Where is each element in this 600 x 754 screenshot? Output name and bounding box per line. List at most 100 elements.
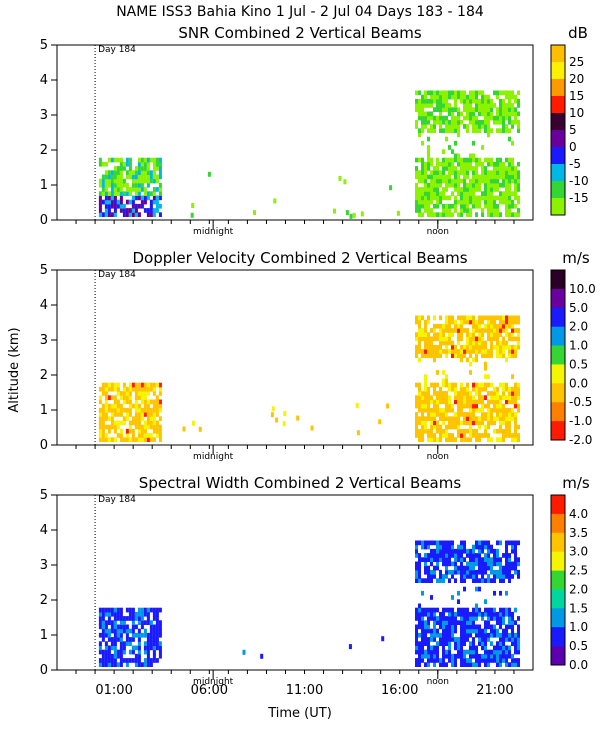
data-cell [137,161,141,167]
data-cell [107,178,111,184]
data-cell [475,607,478,613]
data-cell [134,212,138,217]
data-cell [496,344,499,350]
data-cell [508,199,511,205]
data-cell [152,424,156,430]
data-cell [451,315,454,321]
data-cell [466,328,469,333]
data-cell [125,386,129,392]
figure-header: NAME ISS3 Bahia Kino 1 Jul - 2 Jul 04 Da… [116,4,484,20]
data-cell [430,336,433,342]
data-cell [430,574,433,579]
data-cell [475,403,478,409]
data-cell [439,340,442,346]
data-cell [469,111,472,117]
x-tick-label: 06:00 [191,683,228,698]
data-cell [493,590,496,596]
data-cell [104,203,108,209]
data-cell [131,433,135,438]
data-cell [478,607,481,613]
data-cell [460,544,463,550]
data-cell [496,407,499,413]
colorbar-swatch [551,164,565,182]
data-cell [445,119,448,125]
data-cell [505,203,508,209]
data-cell [493,632,496,638]
data-cell [469,166,472,171]
day-marker-label: Day 184 [98,45,136,55]
data-cell [107,653,111,659]
data-cell [98,161,102,167]
data-cell [442,416,445,421]
data-cell [158,386,162,392]
data-cell [430,561,433,567]
data-cell [418,132,421,138]
data-cell [457,637,460,642]
data-cell [149,424,153,430]
data-cell [481,407,484,413]
data-cell [454,353,457,358]
colorbar-label: 10.0 [569,282,596,296]
data-cell [149,416,153,421]
data-cell [430,170,433,175]
data-cell [499,128,502,133]
data-cell [463,557,466,562]
data-cell [442,420,445,426]
data-cell [137,628,141,634]
data-cell [496,399,499,405]
data-cell [463,115,466,121]
data-cell [466,649,469,655]
data-cell [475,98,478,104]
data-cell [104,662,108,667]
data-cell [508,344,511,350]
data-cell [490,649,493,655]
data-cell [158,203,162,209]
data-cell [101,424,105,430]
data-cell [469,191,472,196]
data-cell [137,382,141,388]
data-cell [445,195,448,201]
data-cell [502,115,505,121]
data-cell [433,353,436,358]
data-cell [445,424,448,430]
data-cell [155,641,159,646]
data-cell [110,174,114,180]
data-cell [466,187,469,192]
data-cell [502,395,505,400]
data-cell [433,386,436,392]
data-cell [490,544,493,550]
data-cell [113,199,117,205]
data-cell [490,349,493,354]
data-cell [448,658,451,663]
data-cell [149,641,153,646]
data-cell [113,424,117,430]
data-cell [460,349,463,354]
data-cell [427,437,430,442]
data-cell [490,578,493,583]
data-cell [514,182,517,188]
data-cell [454,569,457,575]
data-cell [472,557,475,562]
data-cell [496,208,499,213]
data-cell [463,653,466,659]
data-cell [478,391,481,396]
data-cell [442,653,445,659]
data-cell [101,391,105,396]
data-cell [104,399,108,405]
data-cell [457,191,460,196]
data-cell [155,178,159,184]
data-cell [436,557,439,562]
data-cell [472,187,475,192]
data-cell [445,437,448,442]
data-cell [517,332,520,337]
data-cell [418,111,421,117]
doppler-colorbar-unit: m/s [562,249,590,267]
data-cell [433,323,436,329]
data-cell [457,599,460,604]
data-cell [469,611,472,617]
colorbar-label: -1.0 [569,414,592,428]
data-cell [460,353,463,358]
data-cell [430,178,433,184]
data-cell [442,395,445,400]
data-cell [421,107,424,112]
